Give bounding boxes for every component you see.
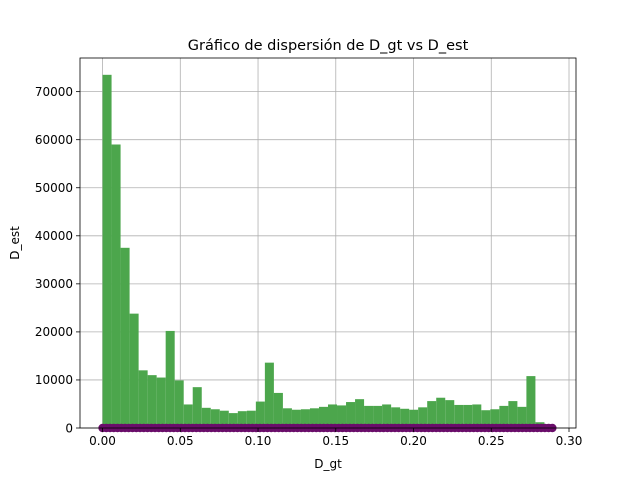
histogram-bar <box>255 401 265 428</box>
histogram-bar <box>481 410 491 428</box>
x-tick-label: 0.10 <box>245 434 272 448</box>
histogram-bar <box>192 387 202 428</box>
histogram-bar <box>237 411 247 428</box>
y-axis-ticks: 0 10000 20000 30000 40000 50000 60000 70000 <box>35 85 80 435</box>
histogram-bar <box>490 409 500 428</box>
histogram-bar <box>318 406 328 428</box>
x-tick-label: 0.15 <box>322 434 349 448</box>
histogram-bar <box>246 410 256 428</box>
y-tick-label: 40000 <box>35 229 73 243</box>
x-tick-label: 0.30 <box>556 434 583 448</box>
histogram-bar <box>129 313 139 428</box>
histogram-bar <box>472 404 482 428</box>
histogram-bar <box>174 380 184 428</box>
histogram-bar <box>436 397 446 428</box>
histogram-bar <box>219 410 229 428</box>
histogram-bar <box>282 408 292 428</box>
y-tick-label: 10000 <box>35 373 73 387</box>
histogram-bar <box>409 409 419 428</box>
y-tick-label: 0 <box>65 421 73 435</box>
histogram-bar <box>346 402 356 428</box>
histogram-bar <box>300 409 310 428</box>
histogram-bar <box>400 408 410 428</box>
histogram-bar <box>165 330 175 428</box>
plot-frame <box>79 57 577 429</box>
histogram-bar <box>391 407 401 428</box>
y-axis-label: D_est <box>8 226 22 260</box>
histogram-bar <box>210 409 220 428</box>
histogram-bar <box>427 401 437 428</box>
histogram-bar <box>102 74 112 429</box>
y-tick-label: 30000 <box>35 277 73 291</box>
histogram-bar <box>328 404 338 428</box>
histogram-bar <box>463 404 473 428</box>
histogram-bar <box>526 376 536 428</box>
histogram-bar <box>201 407 211 428</box>
x-tick-label: 0.05 <box>167 434 194 448</box>
y-tick-label: 20000 <box>35 325 73 339</box>
histogram-bar <box>382 404 392 428</box>
histogram-bar <box>111 144 121 428</box>
x-axis-label: D_gt <box>314 457 342 471</box>
x-tick-label: 0.20 <box>400 434 427 448</box>
histogram-bar <box>147 375 157 428</box>
chart-title: Gráfico de dispersión de D_gt vs D_est <box>188 38 469 54</box>
histogram-bar <box>337 405 347 428</box>
histogram-bar <box>120 247 130 428</box>
histogram-bar <box>454 404 464 428</box>
histogram-bar <box>508 401 518 428</box>
y-tick-label: 70000 <box>35 85 73 99</box>
histogram-bar <box>373 405 383 428</box>
histogram-bar <box>499 405 509 428</box>
histogram-bar <box>291 409 301 428</box>
y-tick-label: 60000 <box>35 133 73 147</box>
histogram-bar <box>264 362 274 428</box>
histogram-bar <box>364 405 374 428</box>
histogram-bar <box>228 413 238 428</box>
grid <box>80 58 576 429</box>
x-axis-ticks: 0.00 0.05 0.10 0.15 0.20 0.25 0.30 <box>89 428 582 448</box>
histogram-bar <box>517 406 527 428</box>
x-tick-label: 0.00 <box>89 434 116 448</box>
y-tick-label: 50000 <box>35 181 73 195</box>
histogram-bar <box>156 377 166 428</box>
histogram-bar <box>355 399 365 428</box>
histogram-bar <box>138 370 148 428</box>
histogram-bars <box>102 74 545 429</box>
histogram-bar <box>309 408 319 428</box>
histogram-bar <box>273 392 283 428</box>
histogram-bar <box>183 404 193 428</box>
histogram-bar <box>445 400 455 428</box>
x-tick-label: 0.25 <box>478 434 505 448</box>
histogram-bar <box>418 407 428 428</box>
